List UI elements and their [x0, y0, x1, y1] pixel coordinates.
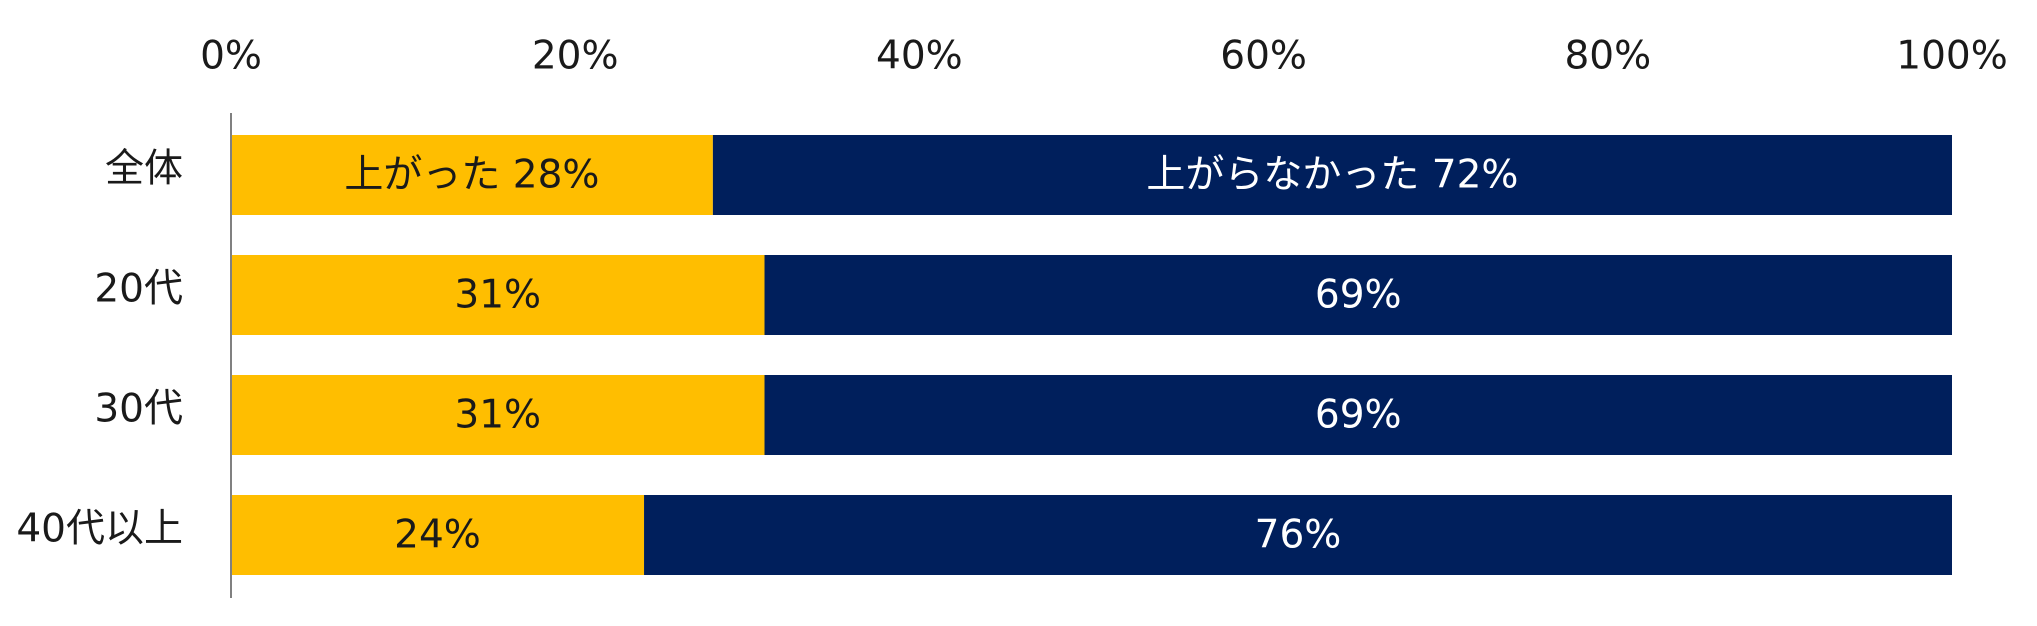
bar-segment — [231, 135, 713, 215]
bar-segment — [712, 135, 1952, 215]
x-tick-label: 60% — [1220, 34, 1307, 79]
bar-data-label: 31% — [454, 393, 541, 438]
bar-data-label: 上がった 28% — [344, 153, 599, 198]
x-axis-ticks: 0% 20% 40% 60% 80% 100% — [200, 34, 2008, 79]
bar-segment — [231, 495, 645, 575]
bar-data-label: 上がらなかった 72% — [1146, 153, 1518, 198]
bar-data-label: 69% — [1315, 273, 1402, 318]
category-label: 20代 — [94, 267, 183, 312]
bar-segment — [231, 375, 765, 455]
category-label: 30代 — [94, 387, 183, 432]
bar-data-label: 31% — [454, 273, 541, 318]
category-labels: 全体 20代 30代 40代以上 — [16, 147, 183, 552]
bar-segment — [644, 495, 1952, 575]
bars — [231, 135, 1952, 575]
bar-segment — [231, 255, 765, 335]
category-label: 40代以上 — [16, 507, 183, 552]
bar-segment — [764, 375, 1952, 455]
x-tick-label: 100% — [1896, 34, 2008, 79]
x-tick-label: 0% — [200, 34, 262, 79]
x-tick-label: 80% — [1564, 34, 1651, 79]
bar-data-labels: 上がった 28% 上がらなかった 72% 31% 69% 31% 69% 24% 76% — [344, 153, 1518, 558]
bar-data-label: 76% — [1255, 513, 1342, 558]
bar-data-label: 69% — [1315, 393, 1402, 438]
x-tick-label: 20% — [532, 34, 619, 79]
bar-data-label: 24% — [394, 513, 481, 558]
x-tick-label: 40% — [876, 34, 963, 79]
bar-segment — [764, 255, 1952, 335]
category-label: 全体 — [105, 147, 183, 192]
